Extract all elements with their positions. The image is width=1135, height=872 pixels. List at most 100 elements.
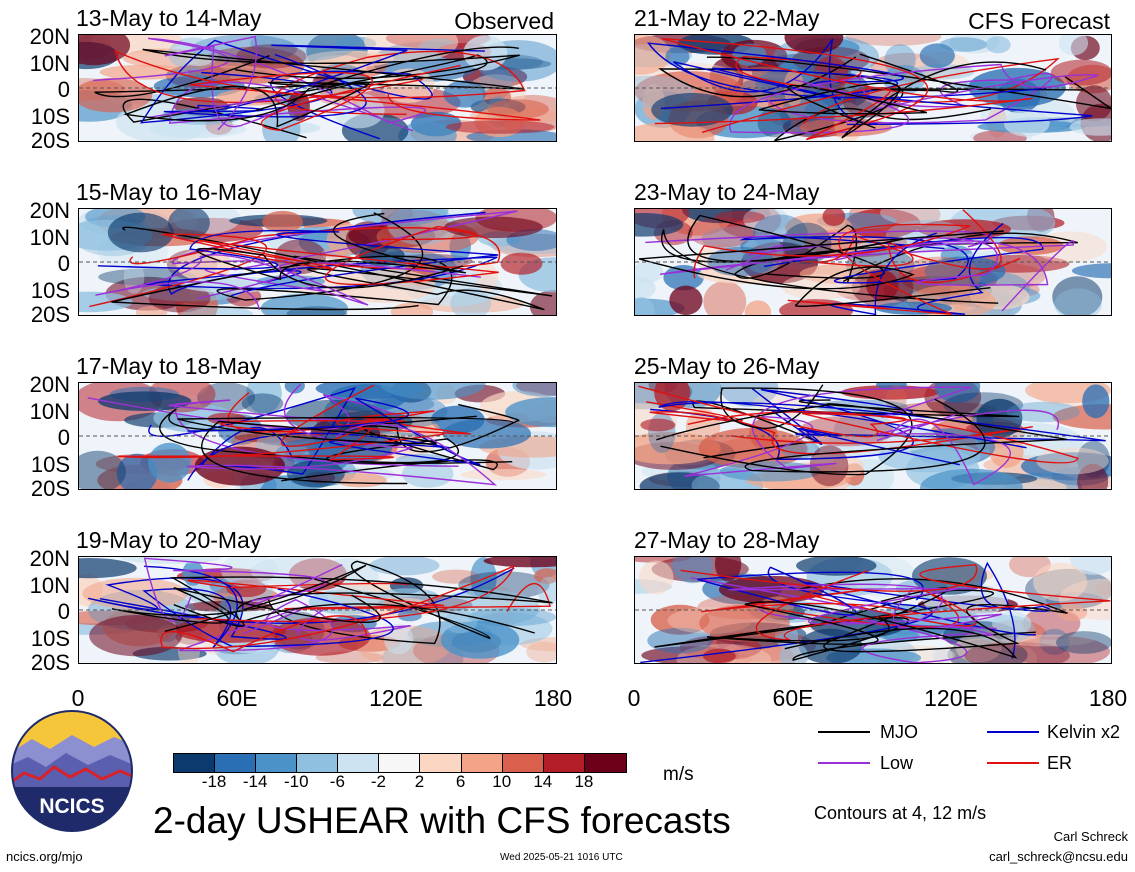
ylabel-20s: 20S [30, 650, 70, 675]
shear-blob [1011, 636, 1110, 663]
contour-line [111, 564, 381, 632]
shear-blob [180, 306, 254, 315]
shear-blob [647, 627, 713, 654]
contour-line [117, 384, 445, 461]
shear-blob [442, 418, 531, 449]
shear-blob [500, 252, 543, 275]
colorbar-swatch [174, 754, 216, 772]
ylabel-10n: 10N [29, 399, 70, 424]
shear-blob [107, 212, 174, 253]
contour-line [758, 61, 1047, 139]
shear-blob [989, 435, 1024, 468]
shear-blob [866, 270, 899, 301]
colorbar-units: m/s [663, 764, 694, 785]
contour-line [142, 565, 394, 649]
contour-line [739, 236, 1044, 284]
shear-blob [635, 261, 664, 283]
contour-line [680, 564, 1111, 641]
contour-line [640, 566, 933, 663]
shear-blob [809, 445, 849, 487]
ylabel-20s: 20S [30, 128, 70, 153]
shear-blob [352, 209, 449, 226]
colorbar-tick-label: -6 [329, 772, 345, 791]
colorbar-tick-label: -18 [201, 772, 227, 791]
footer-email[interactable]: carl_schreck@ncsu.edu [989, 849, 1128, 864]
shear-blob [380, 383, 486, 400]
shear-blob [672, 557, 713, 584]
shear-blob [1056, 631, 1111, 654]
legend-label-er: ER [1047, 753, 1073, 773]
shear-blob [744, 300, 772, 315]
shear-blob [985, 36, 1011, 54]
contour-line [875, 409, 1060, 486]
shear-blob [639, 472, 720, 489]
contour-line [690, 577, 997, 663]
shear-blob [949, 35, 1000, 54]
xlabel-60e: 60E [772, 685, 814, 711]
map-panel-6 [634, 382, 1112, 490]
shear-blob [440, 620, 520, 659]
contour-line [94, 54, 488, 139]
contour-line [802, 561, 1051, 659]
shear-blob [845, 35, 942, 46]
colorbar-tick-label: 10 [492, 772, 512, 791]
shear-blob [182, 560, 204, 586]
map-field [79, 383, 556, 489]
contour-line [142, 48, 524, 90]
shear-blob [1003, 109, 1050, 137]
shear-blob [964, 641, 1070, 663]
xlabel-180: 180 [533, 685, 573, 711]
shear-blob [79, 450, 126, 489]
contour-line [187, 579, 552, 612]
ylabel-20n: 20N [29, 198, 70, 223]
shear-blob [752, 214, 808, 253]
shear-blob [148, 442, 192, 483]
ylabel-0: 0 [57, 425, 70, 450]
colorbar-tick-label: 18 [574, 772, 594, 791]
contour-line [88, 567, 515, 640]
contour-line [647, 42, 1093, 126]
ylabel-10s: 10S [30, 626, 70, 651]
shear-blob [1077, 463, 1109, 489]
shear-blob [796, 557, 877, 576]
xlabel-0: 0 [627, 685, 641, 711]
colorbar-swatch [338, 754, 380, 772]
map-panel-7 [78, 556, 557, 664]
shear-blob [635, 213, 684, 237]
shear-blob [1082, 384, 1110, 419]
map-panel-3 [78, 208, 557, 316]
ylabel-0: 0 [57, 251, 70, 276]
shear-blob [98, 391, 192, 411]
contour-line [656, 398, 1068, 473]
contour-line [159, 408, 513, 465]
map-field [79, 557, 556, 663]
contour-line [148, 386, 357, 475]
panel-title-3: 15-May to 16-May [76, 179, 262, 205]
shear-blob [512, 383, 556, 397]
contour-line [645, 230, 1075, 312]
shear-blob [79, 558, 137, 579]
shear-blob [445, 120, 555, 134]
map-field [635, 209, 1111, 315]
map-field [635, 557, 1111, 663]
main-title: 2-day USHEAR with CFS forecasts [153, 800, 731, 841]
shear-blob [781, 273, 861, 300]
contour-line [198, 225, 499, 286]
contour-line [725, 237, 1049, 286]
ylabel-0: 0 [57, 77, 70, 102]
shear-blob [168, 209, 210, 240]
shear-blob [89, 615, 183, 657]
legend-line-er [987, 762, 1039, 764]
footer-url[interactable]: ncics.org/mjo [6, 849, 83, 864]
map-panel-1 [78, 34, 557, 142]
map-field [635, 383, 1111, 489]
panel-title-2: 21-May to 22-May [634, 5, 820, 31]
contour-line [654, 589, 1036, 661]
shear-blob [638, 560, 674, 595]
contour-line [801, 209, 1021, 284]
contour-line [143, 557, 343, 622]
shear-blob [1036, 447, 1109, 475]
map-panel-4 [634, 208, 1112, 316]
contour-line [123, 46, 519, 128]
shear-blob [450, 287, 492, 315]
